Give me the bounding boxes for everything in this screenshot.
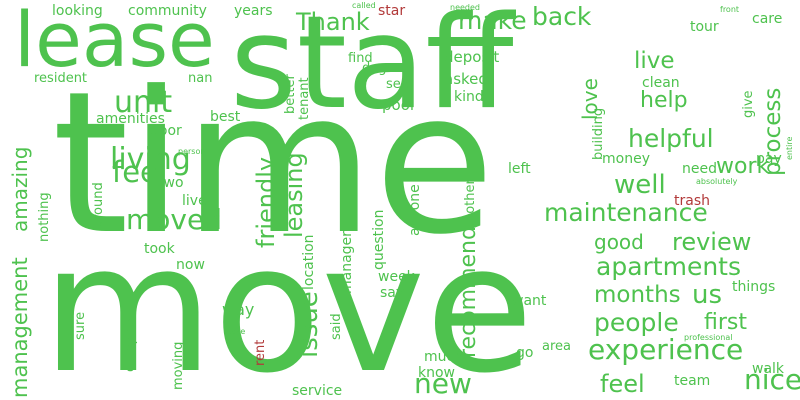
word-resident: resident (34, 71, 88, 86)
word-left: left (508, 161, 531, 177)
word-living: living (110, 142, 191, 177)
word-make: make (458, 6, 527, 35)
word-tenant: tenant (297, 77, 312, 120)
word-nothing: nothing (37, 192, 52, 242)
word-called: called (352, 1, 376, 10)
word-nan: nan (188, 71, 213, 86)
word-front: front (720, 5, 740, 14)
word-manager: manager (339, 231, 355, 294)
word-management: management (8, 257, 32, 398)
word-us: us (692, 280, 723, 310)
word-lived: lived (182, 193, 216, 209)
word-tour: tour (690, 19, 719, 35)
word-question: question (371, 209, 387, 270)
word-person: person (178, 147, 206, 156)
word-helpful: helpful (628, 124, 714, 153)
word-said: said (329, 313, 344, 340)
word-friendly: friendly (252, 156, 280, 248)
word-needed: needed (450, 3, 480, 12)
word-anyone: anyone (407, 184, 423, 236)
word-leasing: leasing (280, 152, 308, 238)
word-recommend: recommend (456, 226, 481, 358)
word-kind: kind (454, 89, 484, 105)
word-money: money (602, 151, 650, 167)
word-walk: walk (752, 361, 785, 377)
word-feel: feel (600, 370, 645, 398)
word-community: community (128, 3, 207, 19)
word-unit: unit (114, 85, 173, 120)
word-service: service (292, 383, 343, 399)
word-issue: issue (294, 291, 324, 358)
word-lease: lease (14, 0, 215, 84)
word-months: months (594, 282, 681, 308)
word-clean: clean (642, 75, 680, 91)
word-people: people (594, 308, 679, 337)
word-better: better (283, 74, 298, 114)
word-star: star (378, 3, 406, 19)
word-experience: experience (588, 333, 744, 366)
word-new: new (414, 367, 472, 400)
word-fee: fee (112, 155, 158, 189)
word-dog: dog (362, 61, 387, 76)
word-complex: complex (123, 316, 138, 372)
word-way: way (222, 300, 255, 319)
word-maintenance: maintenance (544, 198, 708, 227)
word-location: location (301, 234, 317, 290)
word-two: two (158, 175, 184, 191)
word-deposit: deposit (444, 48, 500, 66)
word-rent: rent (253, 339, 268, 366)
word-find: find (348, 51, 373, 66)
word-sure: sure (73, 311, 88, 340)
word-things: things (732, 279, 776, 295)
word-door: door (150, 123, 182, 139)
word-Thank: Thank (296, 8, 370, 36)
word-want: want (512, 293, 547, 309)
word-asked: asked (444, 70, 488, 88)
word-best: best (210, 109, 241, 125)
word-well: well (614, 170, 666, 200)
word-move: move (42, 207, 534, 400)
word-week: week (378, 269, 415, 285)
word-moving: moving (171, 341, 186, 390)
word-professional: professional (684, 333, 733, 342)
word-see: see (386, 77, 409, 92)
word-team: team (674, 373, 711, 389)
word-took: took (144, 241, 175, 257)
word-nice: nice (744, 363, 800, 396)
word-care: care (752, 11, 783, 27)
word-go: go (516, 345, 534, 361)
word-apartments: apartments (596, 252, 741, 281)
word-good: good (594, 230, 644, 254)
word-take: take (228, 327, 246, 336)
word-entire: entire (785, 136, 794, 160)
word-first: first (704, 310, 747, 335)
word-now: now (176, 257, 205, 273)
word-absolutely: absolutely (696, 177, 738, 186)
word-around: around (91, 182, 106, 228)
word-work: work (716, 154, 770, 179)
word-much: much (424, 349, 464, 365)
word-pool: pool (382, 96, 415, 114)
word-back: back (532, 2, 592, 31)
word-another: another (463, 179, 478, 230)
word-years: years (234, 3, 273, 19)
word-review: review (672, 228, 752, 256)
word-say: say (380, 285, 405, 301)
word-help: help (640, 88, 688, 113)
word-looking: looking (52, 3, 103, 19)
word-trash: trash (674, 193, 710, 209)
word-give: give (741, 90, 756, 118)
word-moved: moved (126, 203, 222, 236)
word-need: need (682, 161, 717, 177)
word-amenities: amenities (96, 111, 165, 127)
word-staff: staff (230, 0, 514, 138)
word-area: area (542, 339, 571, 354)
word-time: time (52, 50, 495, 278)
word-pay: pay (756, 151, 782, 167)
word-amazing: amazing (8, 146, 32, 232)
word-know: know (418, 365, 455, 381)
word-live: live (634, 48, 675, 74)
